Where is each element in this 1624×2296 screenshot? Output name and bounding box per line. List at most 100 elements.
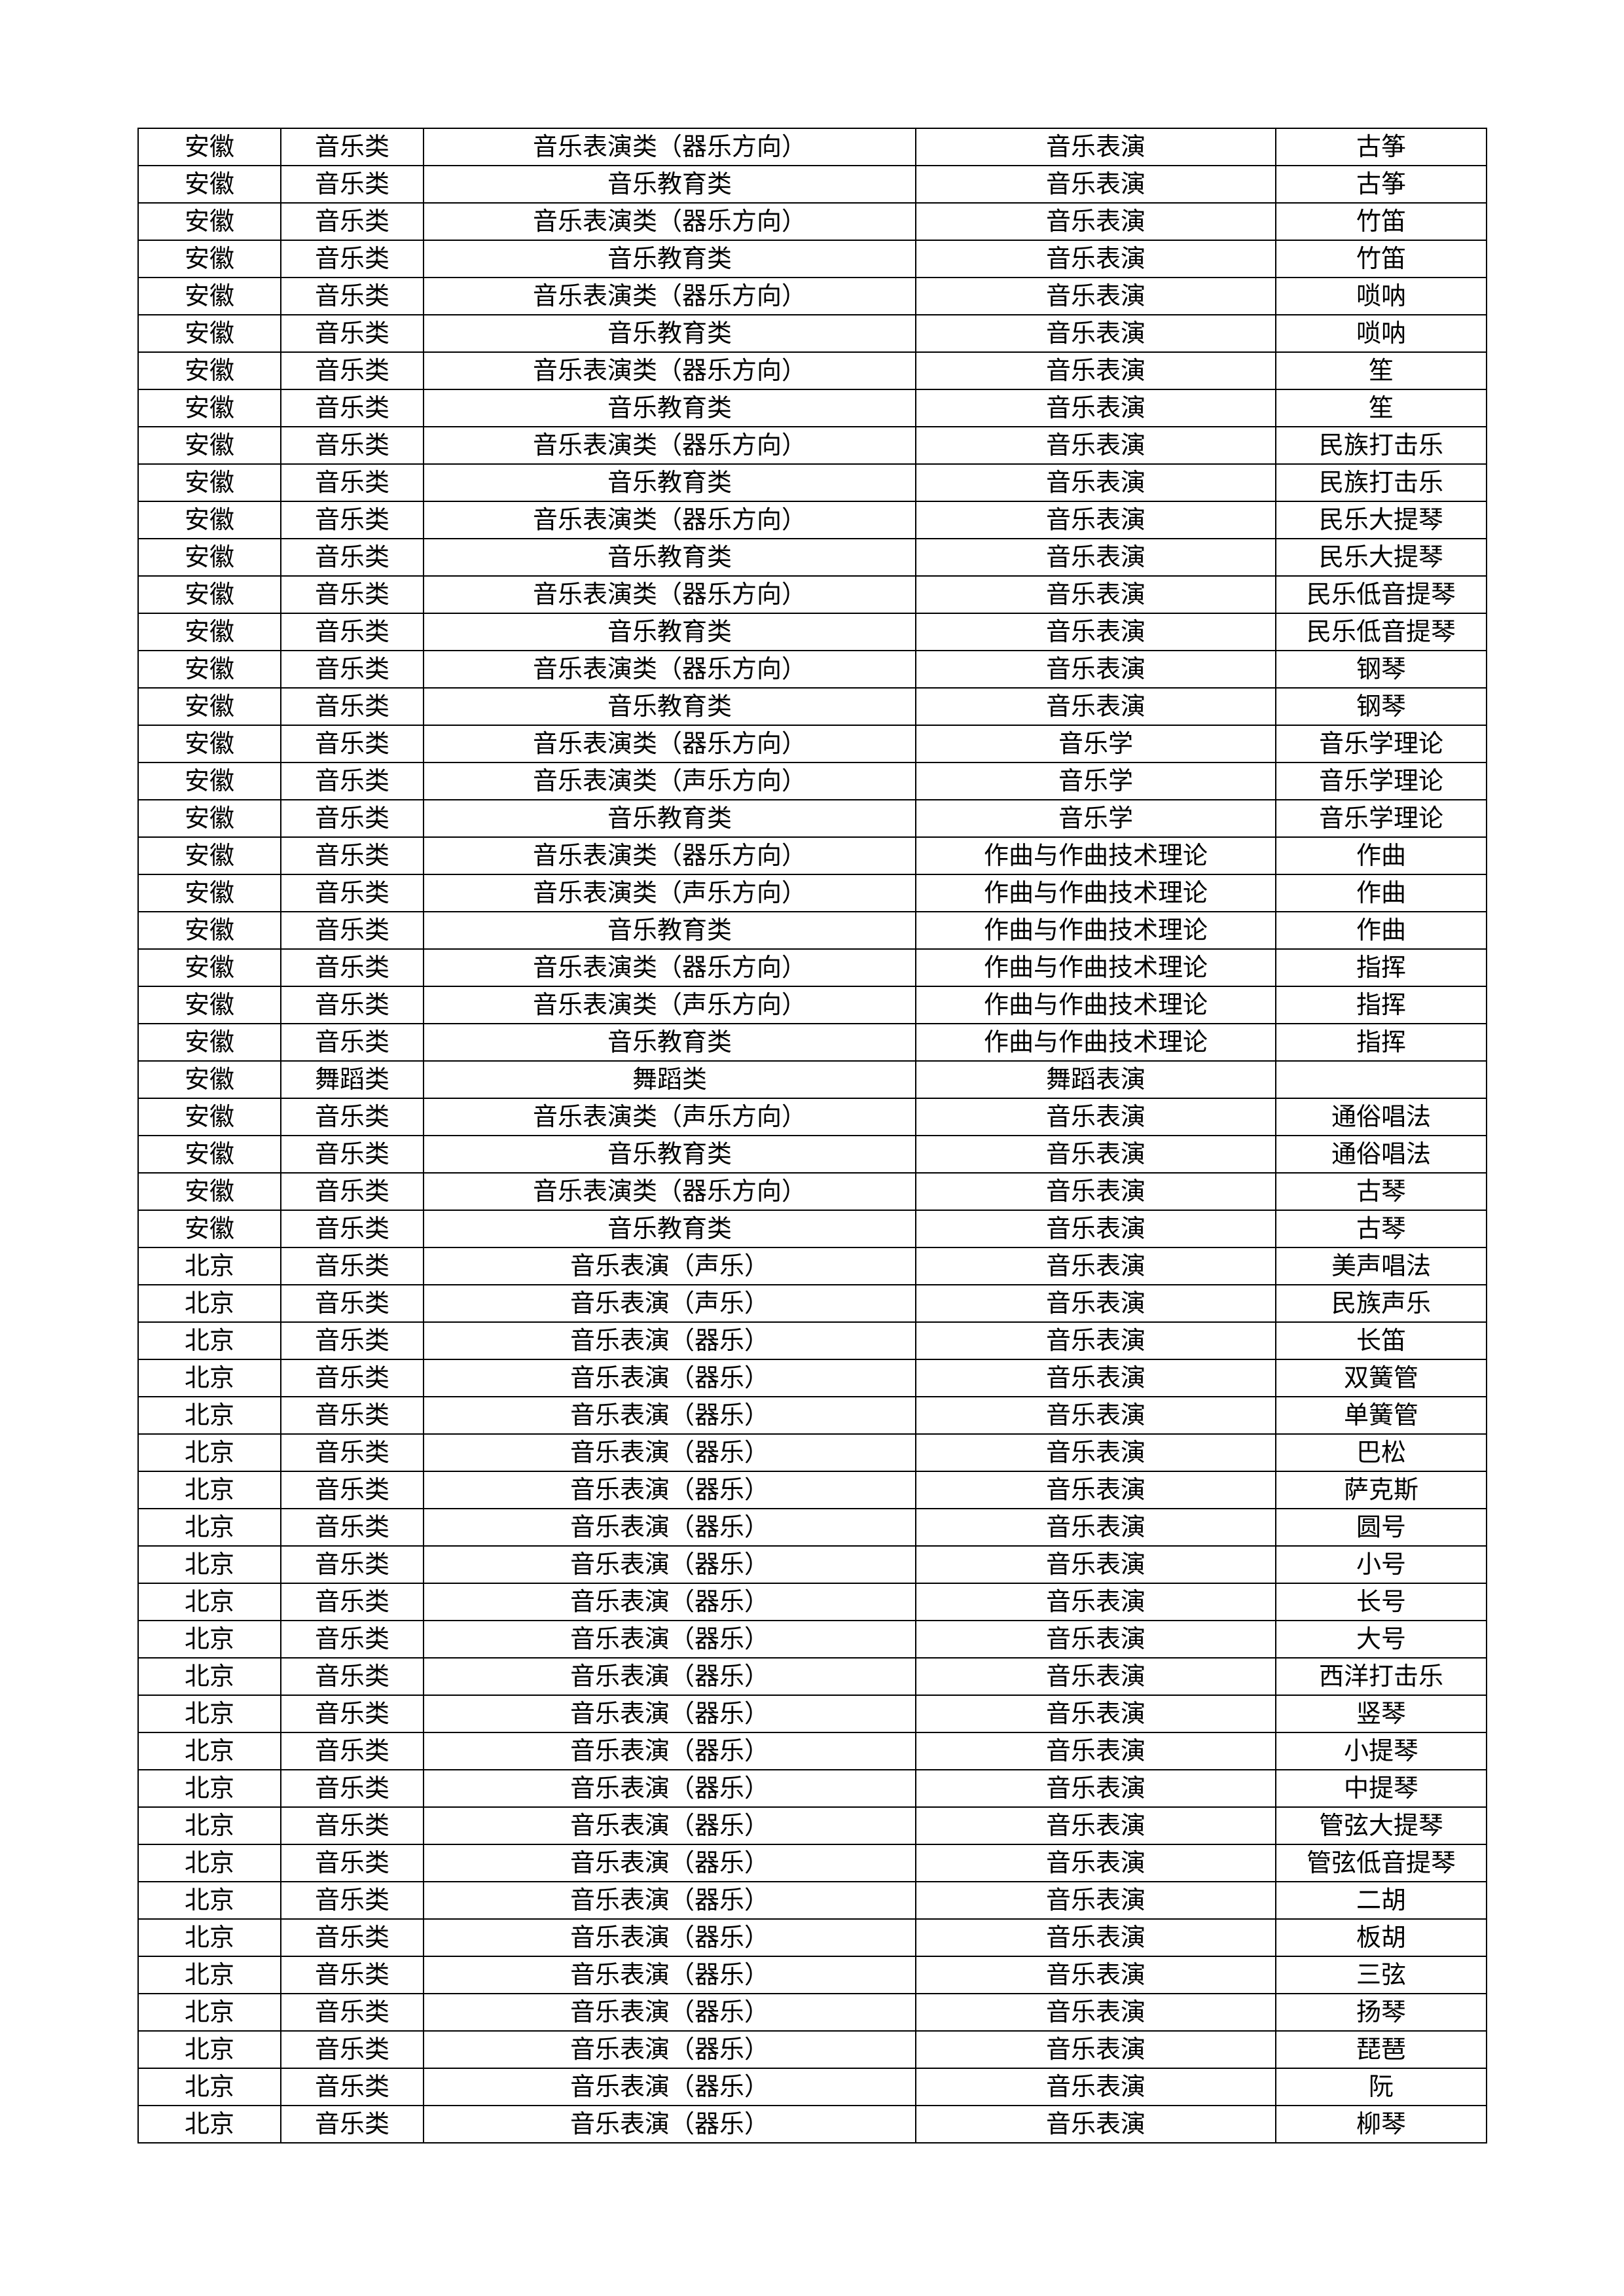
- table-cell: 音乐表演: [916, 1471, 1276, 1509]
- table-cell: 音乐表演: [916, 1098, 1276, 1136]
- table-cell: 音乐表演: [916, 240, 1276, 278]
- table-cell: 音乐表演: [916, 2106, 1276, 2143]
- table-row: 安徽音乐类音乐表演类（器乐方向）音乐表演民乐低音提琴: [138, 576, 1487, 613]
- table-cell: 作曲: [1276, 837, 1487, 874]
- table-cell: 音乐表演: [916, 389, 1276, 427]
- table-cell: 舞蹈表演: [916, 1061, 1276, 1098]
- table-cell: 音乐表演类（器乐方向）: [424, 576, 916, 613]
- table-cell: 音乐类: [281, 1844, 424, 1882]
- table-cell: 音乐类: [281, 352, 424, 389]
- table-cell: 北京: [138, 1658, 281, 1695]
- table-row: 北京音乐类音乐表演（器乐）音乐表演中提琴: [138, 1770, 1487, 1807]
- table-cell: 音乐表演类（声乐方向）: [424, 762, 916, 800]
- table-cell: 安徽: [138, 688, 281, 725]
- table-cell: 音乐教育类: [424, 389, 916, 427]
- table-cell: 音乐类: [281, 1770, 424, 1807]
- table-cell: 北京: [138, 1322, 281, 1359]
- table-row: 北京音乐类音乐表演（器乐）音乐表演阮: [138, 2068, 1487, 2106]
- table-cell: 萨克斯: [1276, 1471, 1487, 1509]
- table-cell: 音乐类: [281, 128, 424, 166]
- table-cell: 音乐表演: [916, 501, 1276, 539]
- table-cell: 音乐表演: [916, 1509, 1276, 1546]
- table-cell: 音乐表演: [916, 1807, 1276, 1844]
- table-cell: 音乐类: [281, 464, 424, 501]
- table-cell: 音乐类: [281, 1173, 424, 1210]
- table-cell: 北京: [138, 1994, 281, 2031]
- table-cell: 民乐大提琴: [1276, 539, 1487, 576]
- table-cell: 安徽: [138, 501, 281, 539]
- table-cell: 钢琴: [1276, 651, 1487, 688]
- table-cell: 巴松: [1276, 1434, 1487, 1471]
- table-cell: 安徽: [138, 352, 281, 389]
- table-cell: 安徽: [138, 800, 281, 837]
- table-cell: 古筝: [1276, 166, 1487, 203]
- table-cell: 音乐表演: [916, 688, 1276, 725]
- table-cell: 音乐表演类（器乐方向）: [424, 203, 916, 240]
- table-cell: 音乐类: [281, 1434, 424, 1471]
- table-cell: 安徽: [138, 1136, 281, 1173]
- table-cell: 音乐表演（器乐）: [424, 1956, 916, 1994]
- table-cell: 西洋打击乐: [1276, 1658, 1487, 1695]
- table-cell: 音乐类: [281, 1098, 424, 1136]
- table-cell: 安徽: [138, 1024, 281, 1061]
- table-cell: 唢呐: [1276, 315, 1487, 352]
- table-cell: 安徽: [138, 1210, 281, 1247]
- table-cell: 作曲与作曲技术理论: [916, 874, 1276, 912]
- table-row: 安徽音乐类音乐教育类音乐表演钢琴: [138, 688, 1487, 725]
- table-cell: 北京: [138, 2068, 281, 2106]
- table-cell: 音乐类: [281, 240, 424, 278]
- table-cell: 音乐类: [281, 539, 424, 576]
- table-cell: 音乐类: [281, 2068, 424, 2106]
- table-cell: 音乐类: [281, 688, 424, 725]
- table-cell: 音乐类: [281, 800, 424, 837]
- table-cell: 安徽: [138, 278, 281, 315]
- table-cell: 音乐教育类: [424, 240, 916, 278]
- table-cell: 音乐类: [281, 1247, 424, 1285]
- table-row: 安徽音乐类音乐教育类音乐表演民乐大提琴: [138, 539, 1487, 576]
- table-cell: 北京: [138, 1509, 281, 1546]
- table-cell: 北京: [138, 1434, 281, 1471]
- table-cell: 音乐表演: [916, 2068, 1276, 2106]
- table-row: 安徽音乐类音乐表演类（声乐方向）音乐表演通俗唱法: [138, 1098, 1487, 1136]
- table-cell: 安徽: [138, 427, 281, 464]
- table-cell: 扬琴: [1276, 1994, 1487, 2031]
- data-table: 安徽音乐类音乐表演类（器乐方向）音乐表演古筝安徽音乐类音乐教育类音乐表演古筝安徽…: [137, 128, 1487, 2144]
- table-cell: 音乐类: [281, 613, 424, 651]
- table-cell: 音乐表演类（器乐方向）: [424, 651, 916, 688]
- table-cell: 音乐类: [281, 389, 424, 427]
- table-cell: 民族打击乐: [1276, 464, 1487, 501]
- table-cell: 北京: [138, 1583, 281, 1621]
- table-cell: 竹笛: [1276, 203, 1487, 240]
- table-cell: 音乐表演（器乐）: [424, 1770, 916, 1807]
- table-cell: 安徽: [138, 874, 281, 912]
- table-cell: 作曲与作曲技术理论: [916, 912, 1276, 949]
- table-cell: 音乐表演: [916, 203, 1276, 240]
- table-cell: 安徽: [138, 837, 281, 874]
- table-cell: 竹笛: [1276, 240, 1487, 278]
- table-cell: 音乐表演: [916, 1882, 1276, 1919]
- table-cell: 北京: [138, 2031, 281, 2068]
- table-cell: 音乐表演: [916, 1546, 1276, 1583]
- table-cell: 古琴: [1276, 1210, 1487, 1247]
- table-cell: 音乐表演类（器乐方向）: [424, 949, 916, 986]
- table-cell: 指挥: [1276, 1024, 1487, 1061]
- table-row: 北京音乐类音乐表演（器乐）音乐表演单簧管: [138, 1397, 1487, 1434]
- table-row: 北京音乐类音乐表演（器乐）音乐表演管弦大提琴: [138, 1807, 1487, 1844]
- table-cell: 音乐教育类: [424, 688, 916, 725]
- table-cell: 音乐教育类: [424, 1136, 916, 1173]
- table-row: 安徽音乐类音乐表演类（器乐方向）作曲与作曲技术理论作曲: [138, 837, 1487, 874]
- table-row: 安徽音乐类音乐表演类（声乐方向）作曲与作曲技术理论指挥: [138, 986, 1487, 1024]
- table-row: 北京音乐类音乐表演（器乐）音乐表演三弦: [138, 1956, 1487, 1994]
- table-cell: 音乐类: [281, 912, 424, 949]
- table-cell: 小提琴: [1276, 1732, 1487, 1770]
- table-row: 安徽音乐类音乐表演类（器乐方向）音乐表演钢琴: [138, 651, 1487, 688]
- table-cell: 民族打击乐: [1276, 427, 1487, 464]
- table-row: 北京音乐类音乐表演（器乐）音乐表演扬琴: [138, 1994, 1487, 2031]
- table-cell: 音乐表演: [916, 1583, 1276, 1621]
- table-cell: 音乐表演: [916, 1434, 1276, 1471]
- table-row: 北京音乐类音乐表演（器乐）音乐表演小提琴: [138, 1732, 1487, 1770]
- table-cell: 音乐类: [281, 1695, 424, 1732]
- table-cell: 板胡: [1276, 1919, 1487, 1956]
- table-cell: 音乐学理论: [1276, 762, 1487, 800]
- table-row: 安徽音乐类音乐教育类音乐表演唢呐: [138, 315, 1487, 352]
